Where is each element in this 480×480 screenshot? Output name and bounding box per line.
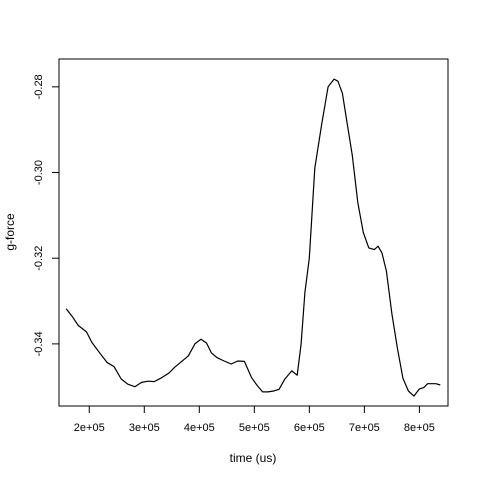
y-tick-label: -0.34 (33, 331, 45, 356)
y-tick-label: -0.28 (33, 74, 45, 99)
x-tick-label: 6e+05 (294, 422, 325, 434)
x-tick-label: 2e+05 (74, 422, 105, 434)
x-tick-label: 7e+05 (349, 422, 380, 434)
y-axis: -0.34 -0.32 -0.30 -0.28 (33, 74, 60, 356)
y-tick-label: -0.32 (33, 246, 45, 271)
x-tick-label: 4e+05 (184, 422, 215, 434)
y-tick-label: -0.30 (33, 160, 45, 185)
x-axis: 2e+05 3e+05 4e+05 5e+05 6e+05 7e+05 8e+05 (74, 405, 435, 434)
series-line (65, 78, 441, 397)
series-layer (65, 78, 441, 397)
x-tick-label: 3e+05 (129, 422, 160, 434)
x-tick-label: 8e+05 (404, 422, 435, 434)
x-tick-label: 5e+05 (239, 422, 270, 434)
y-axis-title: g-force (3, 213, 17, 251)
x-axis-title: time (us) (230, 451, 277, 465)
plot-frame (58, 58, 449, 407)
